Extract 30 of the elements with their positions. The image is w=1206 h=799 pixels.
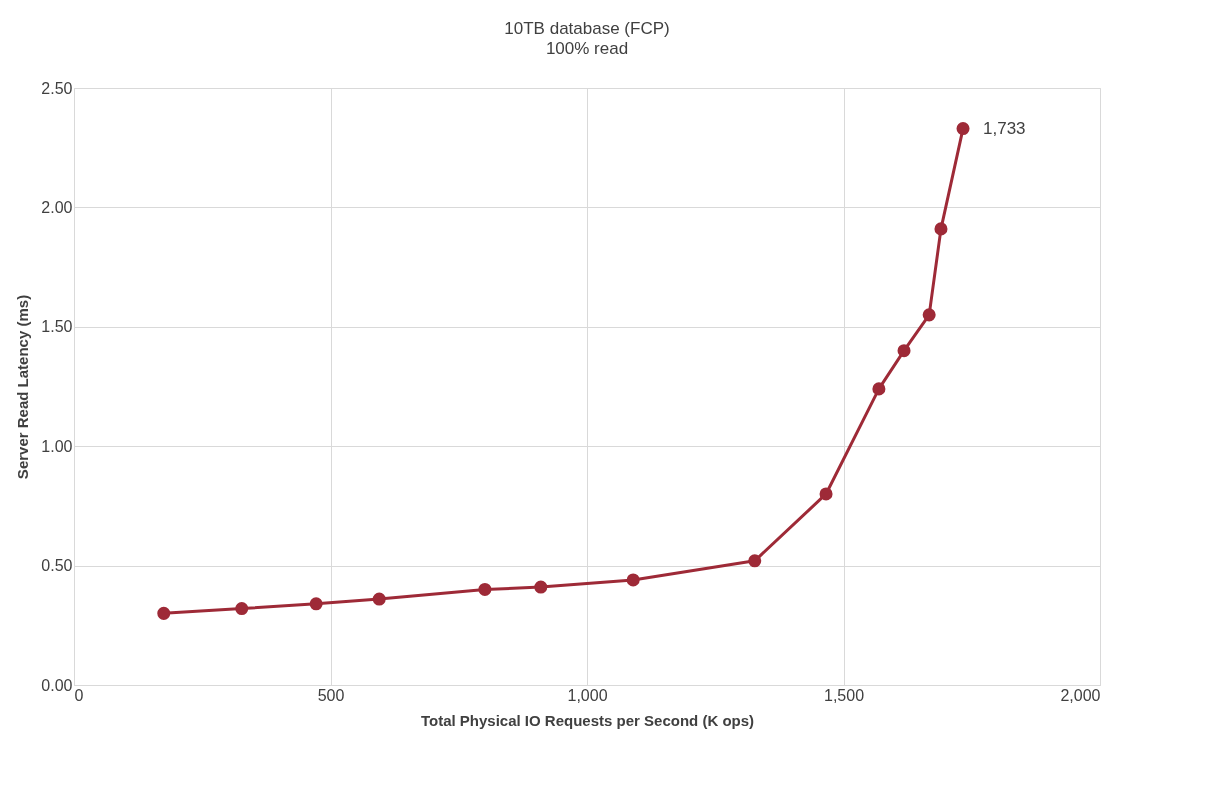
y-tick-label: 0.50	[41, 557, 73, 575]
point	[478, 582, 492, 596]
y-tick-label: 0.00	[41, 676, 73, 694]
point	[309, 597, 323, 611]
x-axis-title: Total Physical IO Requests per Second (K ops)	[420, 711, 755, 729]
x-tick-label: 2,000	[1060, 686, 1101, 704]
x-tick-label: 1,000	[567, 686, 608, 704]
point	[922, 308, 936, 322]
y-tick-label: 1.00	[41, 437, 73, 455]
point	[372, 592, 386, 606]
x-tick-label: 500	[317, 686, 345, 704]
chart-title: 10TB database (FCP)	[504, 19, 670, 38]
point	[819, 487, 833, 501]
y-axis-title: Server Read Latency (ms)	[14, 294, 32, 480]
point	[872, 382, 886, 396]
point	[534, 580, 548, 594]
point	[897, 344, 911, 358]
annotation: 1,733	[983, 118, 1026, 138]
point	[157, 606, 171, 620]
point	[956, 122, 970, 136]
chart-subtitle: 100% read	[545, 39, 629, 58]
point	[626, 573, 640, 587]
x-tick-label: 0	[74, 686, 84, 704]
y-tick-label: 1.50	[41, 318, 73, 336]
point	[934, 222, 948, 236]
point	[235, 602, 249, 616]
x-tick-label: 1,500	[823, 686, 865, 704]
y-tick-label: 2.00	[41, 198, 73, 216]
point	[748, 554, 762, 568]
y-tick-label: 2.50	[41, 79, 73, 97]
